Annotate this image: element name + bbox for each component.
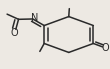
Text: O: O xyxy=(11,28,18,38)
Text: O: O xyxy=(102,43,109,53)
Text: N: N xyxy=(31,13,38,23)
